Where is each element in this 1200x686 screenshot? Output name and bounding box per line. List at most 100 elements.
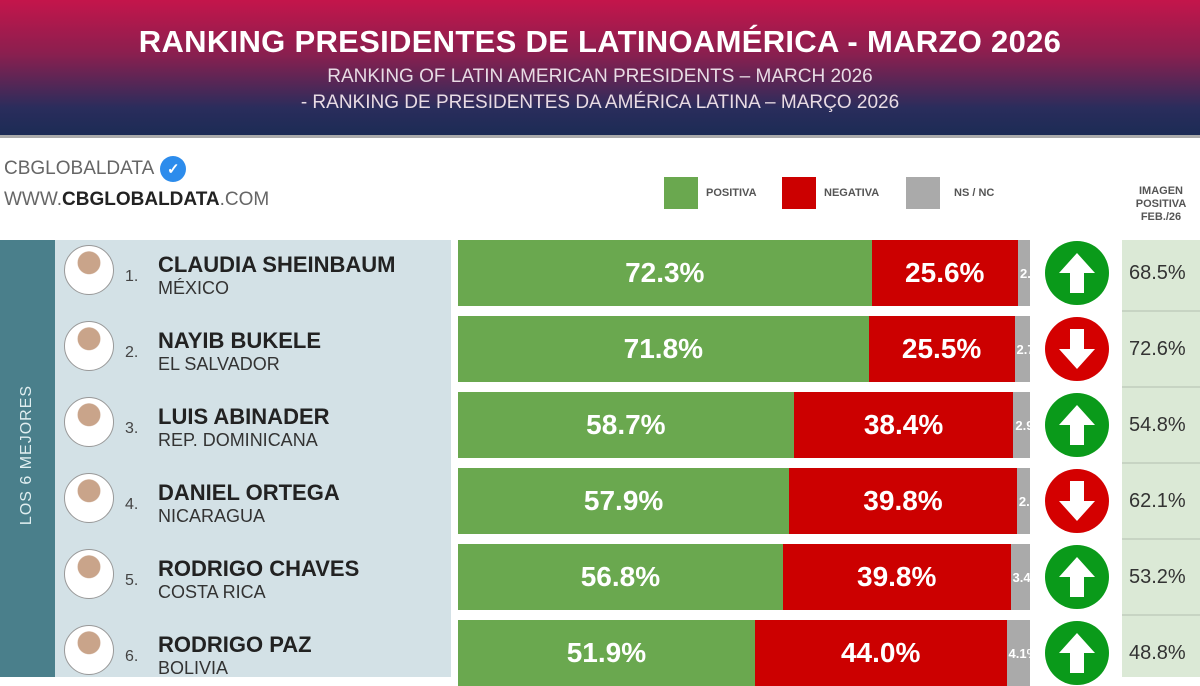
verified-badge-icon: ✓ [160,156,187,182]
ranking-row: 4. DANIEL ORTEGA NICARAGUA 57.9% 39.8% 2… [0,462,1200,534]
negative-bar: 38.4% [793,392,1014,458]
ns-label: 2.7% [1016,341,1030,357]
negative-label: 44.0% [840,637,921,668]
prev-column [1122,240,1200,677]
ranking-row: 6. RODRIGO PAZ BOLIVIA 51.9% 44.0% 4.1% … [0,614,1200,686]
country-name: EL SALVADOR [158,354,280,374]
url-suffix: .COM [219,189,270,210]
country-name: NICARAGUA [158,506,266,526]
positive-bar: 72.3% [458,240,872,306]
previous-positive: 68.5% [1129,262,1186,284]
legend-label: NS / NC [954,187,995,199]
arrow-up-icon [1045,545,1109,609]
arrow-down-icon [1045,469,1109,533]
positive-label: 51.9% [566,637,647,668]
ns-label: 4.1% [1008,645,1030,661]
ns-label: 2.9% [1015,417,1030,433]
negative-label: 39.8% [863,485,943,516]
president-name: DANIEL ORTEGA [158,480,340,505]
country-name: BOLIVIA [158,658,229,678]
president-photo [64,549,114,599]
rank-number: 6. [125,648,139,665]
rank-number: 5. [125,572,139,589]
brand-label: CBGLOBALDATA [4,158,155,179]
ns-bar: 3.4% [1010,544,1030,610]
president-photo [64,245,114,295]
president-photo [64,473,114,523]
president-name: CLAUDIA SHEINBAUM [158,252,396,277]
names-panel [55,240,451,677]
president-photo [64,625,114,675]
row-separator [1122,386,1200,388]
negative-bar: 39.8% [782,544,1011,610]
row-separator [1122,462,1200,464]
row-separator [1122,614,1200,616]
rank-number: 4. [125,496,139,513]
legend-swatch [906,177,940,209]
positive-label: 72.3% [625,257,705,288]
president-photo [64,397,114,447]
previous-positive: 48.8% [1129,642,1186,664]
row-separator [1122,538,1200,540]
legend-swatch [782,177,816,209]
ns-bar: 2.7% [1014,316,1030,382]
president-name: LUIS ABINADER [158,404,330,429]
ns-label: 2.1% [1019,265,1030,281]
negative-bar: 25.5% [868,316,1015,382]
positive-label: 56.8% [580,561,661,592]
arrow-up-icon [1045,621,1109,685]
previous-positive: 62.1% [1129,490,1186,512]
ranking-row: 5. RODRIGO CHAVES COSTA RICA 56.8% 39.8%… [0,538,1200,610]
ns-bar: 2.3% [1016,468,1030,534]
president-name: NAYIB BUKELE [158,328,321,353]
row-separator [1122,310,1200,312]
ranking-row: 2. NAYIB BUKELE EL SALVADOR 71.8% 25.5% … [0,310,1200,382]
arrow-up-icon [1045,241,1109,305]
negative-bar: 44.0% [754,620,1007,686]
negative-bar: 25.6% [871,240,1018,306]
legend-negative: NEGATIVA [782,177,879,209]
negative-label: 25.5% [901,333,982,364]
legend-positive: POSITIVA [664,177,757,209]
negative-label: 38.4% [863,409,944,440]
header-banner: RANKING PRESIDENTES DE LATINOAMÉRICA - M… [0,0,1200,138]
url-prefix: WWW. [4,189,63,210]
legend-swatch [664,177,698,209]
positive-label: 71.8% [623,333,704,364]
president-photo [64,321,114,371]
positive-label: 57.9% [583,485,664,516]
positive-bar: 57.9% [458,468,790,534]
positive-bar: 51.9% [458,620,755,686]
group-strip: LOS 6 MEJORES [0,240,55,677]
president-name: RODRIGO CHAVES [158,556,360,581]
legend-label: POSITIVA [706,187,757,199]
country-name: REP. DOMINICANA [158,430,318,450]
page-title: RANKING PRESIDENTES DE LATINOAMÉRICA - M… [138,24,1062,59]
rank-number: 2. [125,344,139,361]
arrow-down-icon [1045,317,1109,381]
previous-positive: 72.6% [1129,338,1186,360]
positive-bar: 58.7% [458,392,794,458]
prev-column-header: IMAGEN POSITIVA FEB./26 [1135,185,1187,223]
ns-label: 3.4% [1012,569,1030,585]
negative-bar: 39.8% [789,468,1017,534]
subtitle-english: RANKING OF LATIN AMERICAN PRESIDENTS – M… [327,66,873,87]
brand-url: WWW.CBGLOBALDATA.COM [4,189,269,211]
negative-label: 25.6% [905,257,985,288]
president-name: RODRIGO PAZ [158,632,312,657]
brand-name: CBGLOBALDATA ✓ [4,156,187,182]
legend-ns: NS / NC [906,177,994,209]
positive-bar: 56.8% [458,544,783,610]
ns-label: 2.3% [1018,493,1030,509]
previous-positive: 53.2% [1129,566,1186,588]
ns-bar: 2.9% [1013,392,1030,458]
ranking-row: 1. CLAUDIA SHEINBAUM MÉXICO 72.3% 25.6% … [0,240,1200,306]
rank-number: 3. [125,420,139,437]
legend-label: NEGATIVA [824,187,880,199]
positive-bar: 71.8% [458,316,869,382]
country-name: MÉXICO [158,278,230,298]
previous-positive: 54.8% [1129,414,1186,436]
ns-bar: 2.1% [1017,240,1030,306]
arrow-up-icon [1045,393,1109,457]
ns-bar: 4.1% [1006,620,1030,686]
